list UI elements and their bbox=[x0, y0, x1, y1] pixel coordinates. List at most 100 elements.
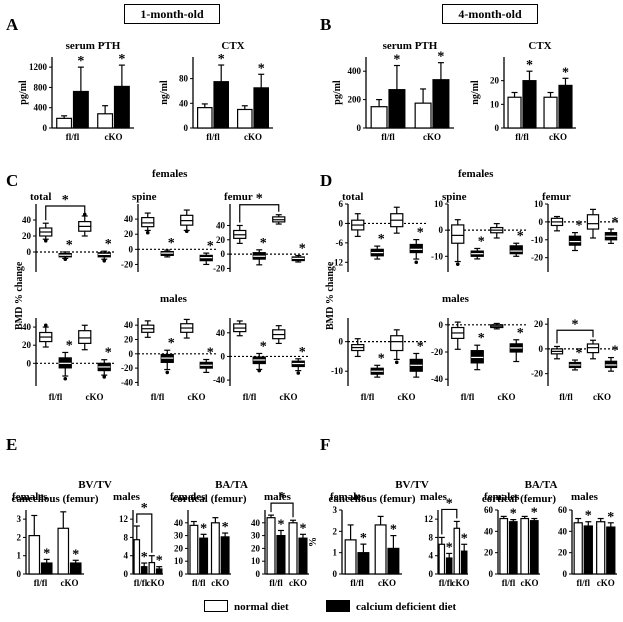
C3-title: femur bbox=[224, 191, 253, 203]
A2-bar-1-1 bbox=[253, 87, 269, 129]
D1-title: total bbox=[342, 191, 363, 203]
C5-ytick-label-1: -20 bbox=[121, 363, 133, 373]
F4-ytick-label-2: 40 bbox=[558, 526, 568, 536]
F2-bar-0-0 bbox=[438, 543, 446, 575]
D2-ytick-label-2: 10 bbox=[434, 199, 444, 209]
D5-ytick-label-0: -40 bbox=[431, 374, 443, 384]
D1-sig-star-3: * bbox=[417, 226, 424, 241]
C6-xtick-label-0: fl/fl bbox=[243, 392, 257, 402]
B2-xtick-label-0: fl/fl bbox=[515, 132, 529, 142]
A1-title: serum PTH bbox=[66, 40, 121, 52]
F1-ytick-label-1: 1 bbox=[333, 548, 338, 558]
B2-sig-star-1: * bbox=[562, 65, 569, 80]
E2-bar-0-0 bbox=[133, 539, 141, 575]
bmd-ylabel-c: BMD % change bbox=[14, 261, 25, 330]
E4-bar-1-1 bbox=[298, 537, 308, 575]
age-title-b: 4-month-old bbox=[442, 4, 538, 24]
E3-sig-star-0: * bbox=[200, 521, 207, 536]
E4-sig-star-1: * bbox=[299, 521, 306, 536]
E4-bracket-star: * bbox=[279, 490, 286, 505]
E2-bar-1-1 bbox=[155, 568, 163, 575]
E3-xtick-label-0: fl/fl bbox=[192, 578, 206, 588]
D3-title: femur bbox=[542, 191, 571, 203]
F2-bracket-star: * bbox=[446, 496, 453, 511]
D1-ytick-label-3: 6 bbox=[339, 199, 344, 209]
D4-sig-star-1: * bbox=[378, 351, 385, 366]
D4-ytick-label-0: -10 bbox=[331, 366, 343, 376]
D6-ytick-label-2: 20 bbox=[534, 319, 544, 329]
F2-xtick-label-0: fl/fl bbox=[439, 578, 453, 588]
A2-sig-star-1: * bbox=[258, 61, 265, 76]
D6-bracket-star: * bbox=[572, 317, 579, 332]
B1-ylabel: pg/ml bbox=[332, 80, 343, 105]
D2-sig-star-1: * bbox=[478, 234, 485, 249]
F3-ytick-label-2: 40 bbox=[484, 526, 494, 536]
F3-bar-0-1 bbox=[508, 521, 518, 575]
F1-sig-star-0: * bbox=[360, 531, 367, 546]
C2-title: spine bbox=[132, 191, 157, 203]
F3-bar-0-0 bbox=[499, 517, 509, 575]
A2-ytick-label-2: 80 bbox=[179, 74, 189, 84]
B1-ytick-label-1: 200 bbox=[348, 95, 362, 105]
E1-bar-0-1 bbox=[40, 562, 53, 575]
C2-sig-star-3: * bbox=[207, 239, 214, 254]
F4-xtick-label-0: fl/fl bbox=[577, 578, 591, 588]
C5-outlier-1-0 bbox=[165, 370, 170, 375]
B2-bar-0-0 bbox=[507, 96, 522, 129]
C4-box-2 bbox=[78, 330, 92, 344]
C3-ytick-label-1: 0 bbox=[221, 249, 226, 259]
B1-ytick-label-2: 400 bbox=[348, 66, 362, 76]
C3-ytick-label-0: -20 bbox=[213, 263, 225, 273]
F1-ytick-label-0: 0 bbox=[333, 569, 338, 579]
D3-ytick-label-0: -20 bbox=[531, 253, 543, 263]
legend-label-deficient: calcium deficient diet bbox=[356, 601, 457, 613]
D6-ytick-label-0: -20 bbox=[531, 369, 543, 379]
F4-bar-0-1 bbox=[583, 525, 593, 575]
A1-ytick-label-0: 0 bbox=[43, 123, 48, 133]
C3-ytick-label-3: 40 bbox=[216, 220, 226, 230]
C6-ytick-label-2: 40 bbox=[216, 328, 226, 338]
C5-sig-star-3: * bbox=[207, 346, 214, 361]
A2-ytick-label-0: 0 bbox=[184, 123, 189, 133]
F2-bracket bbox=[441, 508, 458, 535]
B1-sig-star-1: * bbox=[437, 50, 444, 65]
D5-xtick-label-1: cKO bbox=[498, 392, 516, 402]
D5-ytick-label-1: -20 bbox=[431, 347, 443, 357]
D2-sig-star-3: * bbox=[517, 229, 524, 244]
F4-ytick-label-0: 0 bbox=[563, 569, 568, 579]
E1-ylabel: % bbox=[0, 537, 3, 547]
E2-sig-star-1: * bbox=[156, 554, 163, 569]
A2-bar-1-0 bbox=[237, 108, 253, 129]
C1-outlier-1-0 bbox=[63, 257, 68, 262]
F4-ytick-label-3: 60 bbox=[558, 505, 568, 515]
D6-box-2 bbox=[586, 343, 600, 354]
D3-box-2 bbox=[586, 214, 600, 230]
F1-title: cancellous (femur) bbox=[328, 493, 415, 505]
F3-sig-star-0: * bbox=[510, 507, 517, 522]
E2-ytick-label-0: 0 bbox=[124, 569, 129, 579]
subtitle-f-females-cort: females bbox=[484, 491, 520, 503]
C6-outlier-3-0 bbox=[296, 371, 301, 375]
panel-letter-a: A bbox=[6, 15, 19, 34]
E1-sig-star-0: * bbox=[43, 546, 50, 561]
F3-sig-star-1: * bbox=[531, 506, 538, 521]
B1-title: serum PTH bbox=[383, 40, 438, 52]
C1-title: total bbox=[30, 191, 51, 203]
E3-bar-1-0 bbox=[210, 522, 220, 575]
C4-sig-star-3: * bbox=[105, 346, 112, 361]
A2-ylabel: ng/ml bbox=[159, 80, 170, 105]
C5-ytick-label-2: 0 bbox=[129, 349, 134, 359]
D5-box-1 bbox=[470, 350, 484, 364]
A1-ylabel: pg/ml bbox=[18, 80, 29, 105]
E2-ytick-label-2: 8 bbox=[124, 532, 129, 542]
B1-bar-1-0 bbox=[414, 102, 432, 129]
B1-sig-star-0: * bbox=[393, 53, 400, 68]
D4-ytick-label-1: 0 bbox=[339, 337, 344, 347]
C4-outlier-0-0 bbox=[43, 323, 48, 328]
E3-ytick-label-1: 10 bbox=[174, 556, 184, 566]
F1-bar-0-0 bbox=[344, 539, 357, 575]
D5-sig-star-1: * bbox=[478, 331, 485, 346]
A1-xtick-label-1: cKO bbox=[105, 132, 123, 142]
D3-sig-star-3: * bbox=[612, 215, 619, 230]
